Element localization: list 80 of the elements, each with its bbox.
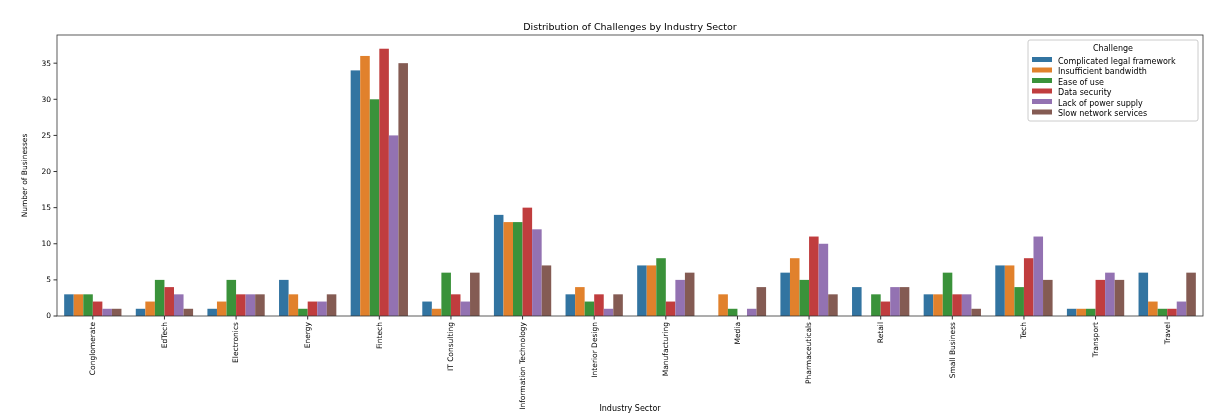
bar bbox=[245, 294, 256, 316]
bar bbox=[350, 70, 361, 316]
bar bbox=[360, 55, 370, 316]
bar bbox=[1004, 265, 1015, 316]
bar bbox=[575, 287, 585, 316]
bar bbox=[923, 294, 934, 316]
bar bbox=[64, 294, 74, 316]
bar bbox=[441, 272, 451, 316]
bar bbox=[899, 287, 910, 316]
bar bbox=[656, 258, 666, 316]
legend-label: Slow network services bbox=[1058, 109, 1148, 119]
bar bbox=[1043, 279, 1053, 316]
bar bbox=[1105, 272, 1115, 316]
bar bbox=[828, 294, 838, 316]
bar bbox=[933, 294, 943, 316]
legend-label: Complicated legal framework bbox=[1058, 56, 1177, 66]
bar bbox=[1014, 287, 1024, 316]
bar bbox=[1148, 301, 1158, 316]
bar bbox=[216, 301, 227, 316]
bar bbox=[326, 294, 337, 316]
legend-label: Insufficient bandwidth bbox=[1058, 67, 1147, 77]
bar bbox=[522, 207, 533, 316]
bar bbox=[73, 294, 84, 316]
bar bbox=[646, 265, 657, 316]
bar bbox=[317, 301, 327, 316]
bar bbox=[379, 48, 389, 316]
bar bbox=[541, 265, 552, 316]
bar bbox=[675, 279, 685, 316]
bar bbox=[942, 272, 953, 316]
bar bbox=[1186, 272, 1196, 316]
bar bbox=[637, 265, 647, 316]
bar bbox=[398, 63, 408, 316]
x-axis-title: Industry Sector bbox=[599, 404, 662, 413]
bar bbox=[226, 279, 237, 316]
bar bbox=[450, 294, 461, 316]
bar bbox=[532, 229, 542, 316]
bar bbox=[513, 222, 523, 316]
bar bbox=[236, 294, 246, 316]
bar bbox=[83, 294, 93, 316]
bar bbox=[594, 294, 604, 316]
bar bbox=[952, 294, 962, 316]
bar bbox=[961, 294, 972, 316]
bar bbox=[503, 222, 514, 316]
bar bbox=[1138, 272, 1149, 316]
bar bbox=[852, 287, 862, 316]
bar bbox=[1114, 279, 1125, 316]
bar bbox=[369, 99, 380, 316]
bar bbox=[288, 294, 299, 316]
bar bbox=[255, 294, 265, 316]
legend-label: Ease of use bbox=[1058, 77, 1105, 87]
bar bbox=[565, 294, 576, 316]
chart-title: Distribution of Challenges by Industry Sector bbox=[523, 21, 737, 32]
bar bbox=[470, 272, 480, 316]
bar bbox=[684, 272, 695, 316]
bar bbox=[460, 301, 471, 316]
bar bbox=[818, 243, 829, 316]
bar bbox=[718, 294, 728, 316]
legend-label: Data security bbox=[1058, 88, 1112, 98]
bar bbox=[1095, 279, 1106, 316]
bar bbox=[756, 287, 767, 316]
legend-title: Challenge bbox=[1093, 44, 1134, 53]
bar bbox=[780, 272, 790, 316]
bar bbox=[1033, 236, 1044, 316]
bar bbox=[799, 279, 810, 316]
bar bbox=[789, 258, 800, 316]
bar bbox=[1023, 258, 1034, 316]
bar bbox=[388, 135, 399, 316]
bar bbox=[279, 279, 289, 316]
bar bbox=[890, 287, 900, 316]
bar bbox=[422, 301, 432, 316]
bar bbox=[995, 265, 1005, 316]
bar bbox=[613, 294, 623, 316]
bar bbox=[173, 294, 184, 316]
bar bbox=[809, 236, 819, 316]
legend-label: Lack of power supply bbox=[1058, 98, 1144, 108]
bar bbox=[164, 287, 174, 316]
bar bbox=[154, 279, 165, 316]
bar bbox=[493, 214, 504, 316]
bar bbox=[145, 301, 155, 316]
bar bbox=[871, 294, 881, 316]
